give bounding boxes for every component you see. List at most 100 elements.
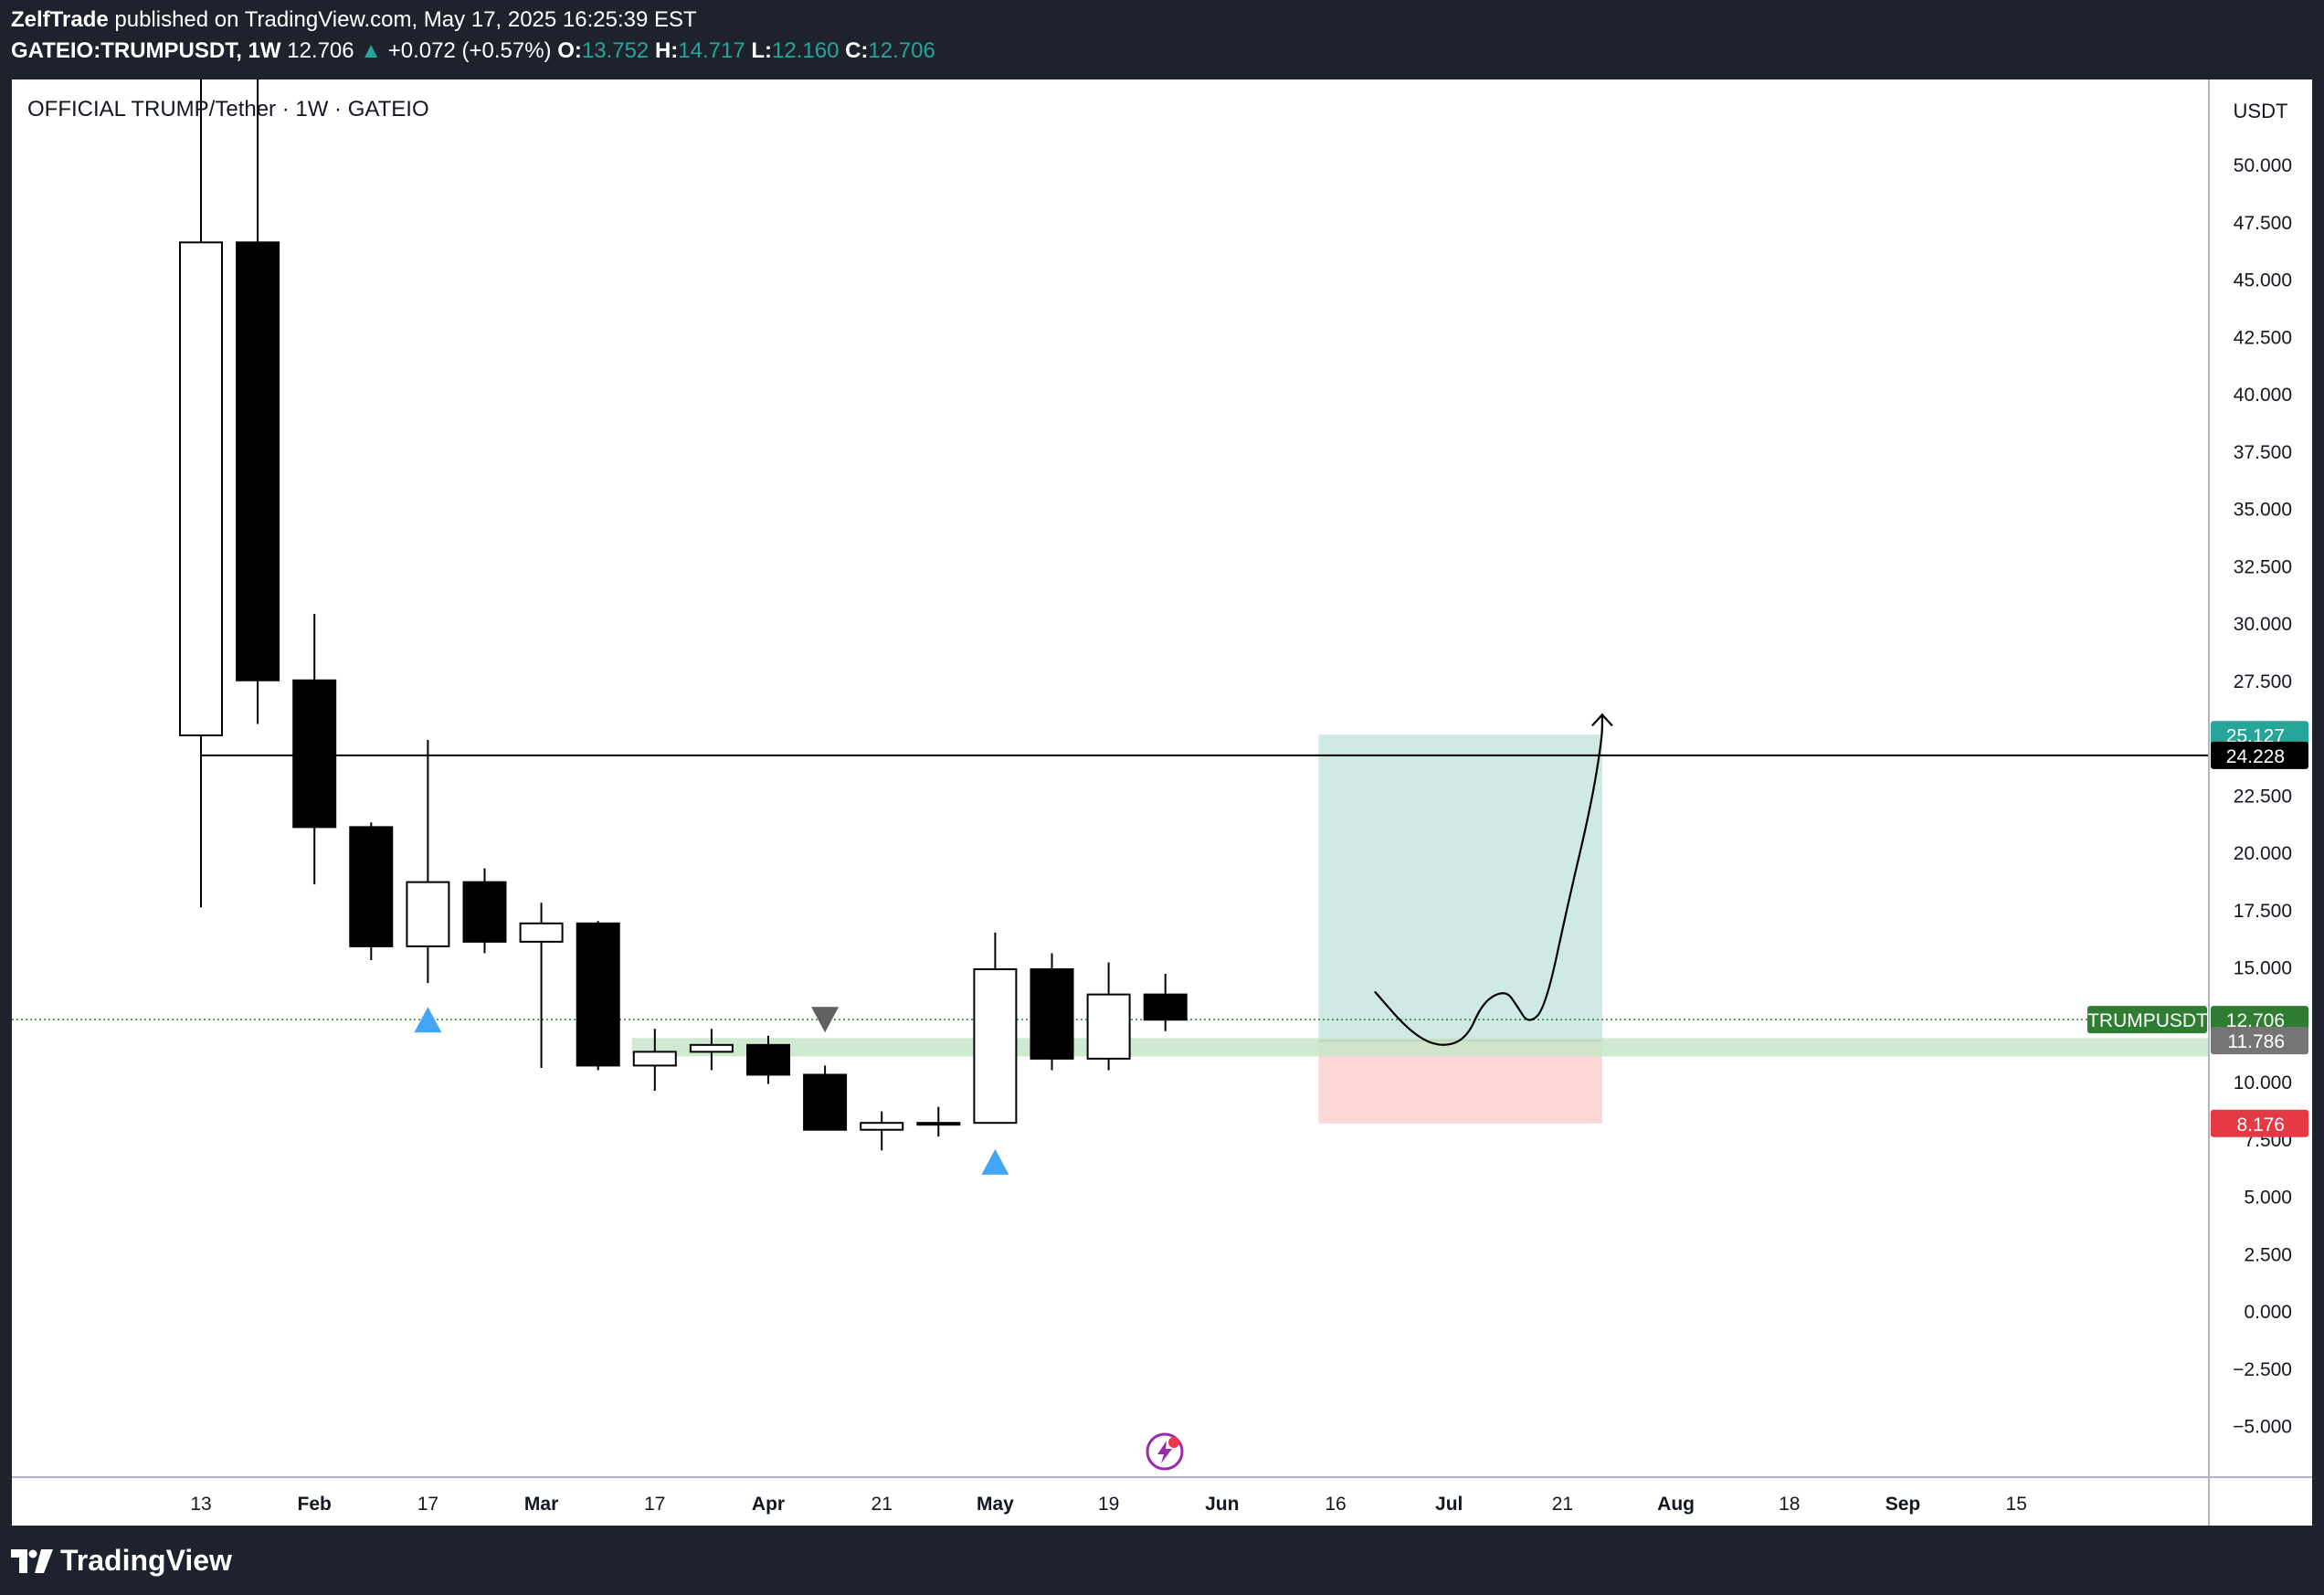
price-label[interactable]: 8.176 [2211,1109,2308,1137]
candle[interactable] [1143,974,1188,1031]
candle-body [292,679,337,829]
y-tick-label: 45.000 [2234,270,2292,291]
y-tick-label: 27.500 [2234,671,2292,692]
x-tick-label: 17 [644,1494,665,1515]
candle-body [916,1122,961,1126]
high-value: 14.717 [678,38,745,63]
currency-label[interactable]: USDT [2234,100,2288,122]
low-value: 12.160 [772,38,840,63]
candle-body [1030,968,1074,1060]
candle[interactable] [746,1035,790,1084]
x-tick-label: Apr [752,1494,785,1515]
price-label[interactable]: 25.127 [2211,721,2308,749]
price-label-text: 8.176 [2236,1114,2285,1136]
candles [179,79,1188,1151]
candle[interactable] [462,868,507,954]
candle[interactable] [1030,953,1074,1071]
open-label: O: [557,38,582,63]
chart-lines [12,754,2209,1057]
candle[interactable] [179,79,223,908]
x-tick-label: Jun [1205,1494,1239,1515]
chart-canvas[interactable]: USDT 50.000 47.500 45.000 42.500 40.000 37.500… [12,79,2312,1526]
candle[interactable] [519,903,564,1068]
x-tick-label: Mar [524,1494,558,1515]
candle-body [462,881,507,943]
signal-markers [414,1007,1009,1175]
x-tick-label: 16 [1325,1494,1346,1515]
candle[interactable] [1086,962,1131,1071]
y-tick-label: 35.000 [2234,500,2292,521]
projection-path[interactable] [1374,713,1603,1046]
low-label: L: [751,38,773,63]
price-label-bg [2211,741,2308,769]
y-tick-label: 47.500 [2234,213,2292,234]
candle[interactable] [349,822,394,960]
close-value: 12.706 [868,38,935,63]
y-tick-label: −5.000 [2233,1417,2292,1438]
x-tick-label: 18 [1779,1494,1800,1515]
y-tick-label: 22.500 [2234,786,2292,807]
target-zone[interactable] [1318,734,1602,1041]
y-tick-label: 5.000 [2244,1188,2292,1209]
x-tick-label: Jul [1435,1494,1463,1515]
y-tick-label: 10.000 [2234,1072,2292,1093]
symbol-tag-bg [2087,1006,2207,1034]
footer-brand: TradingView [60,1544,232,1577]
price-label[interactable]: 11.786 [2211,1027,2308,1055]
y-tick-label: 40.000 [2234,385,2292,406]
author-name[interactable]: ZelfTrade [11,7,109,32]
candle-body [519,922,564,943]
price-change: +0.072 (+0.57%) [387,38,552,63]
candle[interactable] [860,1111,904,1151]
x-tick-label: 19 [1098,1494,1119,1515]
candle-body [973,968,1018,1125]
price-label-bg [2211,721,2308,749]
support-zone[interactable] [631,1038,2209,1057]
candle[interactable] [576,921,620,1071]
symbol-tag-text: TRUMPUSDT [2087,1010,2208,1031]
candle-body [860,1122,904,1131]
y-tick-label: 17.500 [2234,901,2292,922]
price-label-bg [2211,1109,2308,1137]
projection-drawing [1374,713,1613,1046]
open-value: 13.752 [581,38,650,63]
price-label[interactable]: 12.706 TRUMPUSDT [2087,1006,2308,1034]
candle-body [632,1051,677,1067]
y-tick-label: 50.000 [2234,155,2292,176]
candle-body [406,881,450,947]
close-label: C: [845,38,869,63]
candle[interactable] [689,1029,734,1071]
candle-body [1143,993,1188,1021]
candle[interactable] [973,932,1018,1125]
price-label-text: 12.706 [2226,1010,2285,1031]
tradingview-logo[interactable]: TradingView [11,1544,232,1578]
candle[interactable] [916,1106,961,1137]
triangle-down-icon [811,1007,840,1033]
x-tick-label: 21 [1552,1494,1573,1515]
symbol-label: GATEIO:TRUMPUSDT, 1W [11,38,281,63]
position-tool [1318,734,1602,1124]
lightning-event-icon[interactable] [1146,1432,1184,1471]
chart-area[interactable]: USDT 50.000 47.500 45.000 42.500 40.000 37.500… [12,79,2312,1526]
tradingview-logo-icon [11,1548,53,1573]
chart-title: OFFICIAL TRUMP/Tether · 1W · GATEIO [27,97,429,121]
last-price-value: 12.706 [287,38,354,63]
x-tick-label: 13 [190,1494,211,1515]
price-label[interactable]: 24.228 [2211,741,2308,769]
y-tick-label: 30.000 [2234,614,2292,635]
candle-body [689,1043,734,1053]
candle-body [349,826,394,947]
price-label-bg [2211,1006,2308,1034]
candle[interactable] [292,613,337,885]
x-tick-label: Aug [1657,1494,1695,1515]
candle[interactable] [236,79,280,724]
y-tick-label: 0.000 [2244,1302,2292,1323]
y-tick-label: 15.000 [2234,958,2292,979]
price-label-bg [2211,1027,2308,1055]
publish-info: ZelfTrade published on TradingView.com, … [11,7,697,33]
candle[interactable] [803,1065,848,1131]
candle[interactable] [632,1029,677,1092]
candle-body [179,241,223,736]
candle[interactable] [406,740,450,984]
price-label-text: 25.127 [2226,725,2285,746]
